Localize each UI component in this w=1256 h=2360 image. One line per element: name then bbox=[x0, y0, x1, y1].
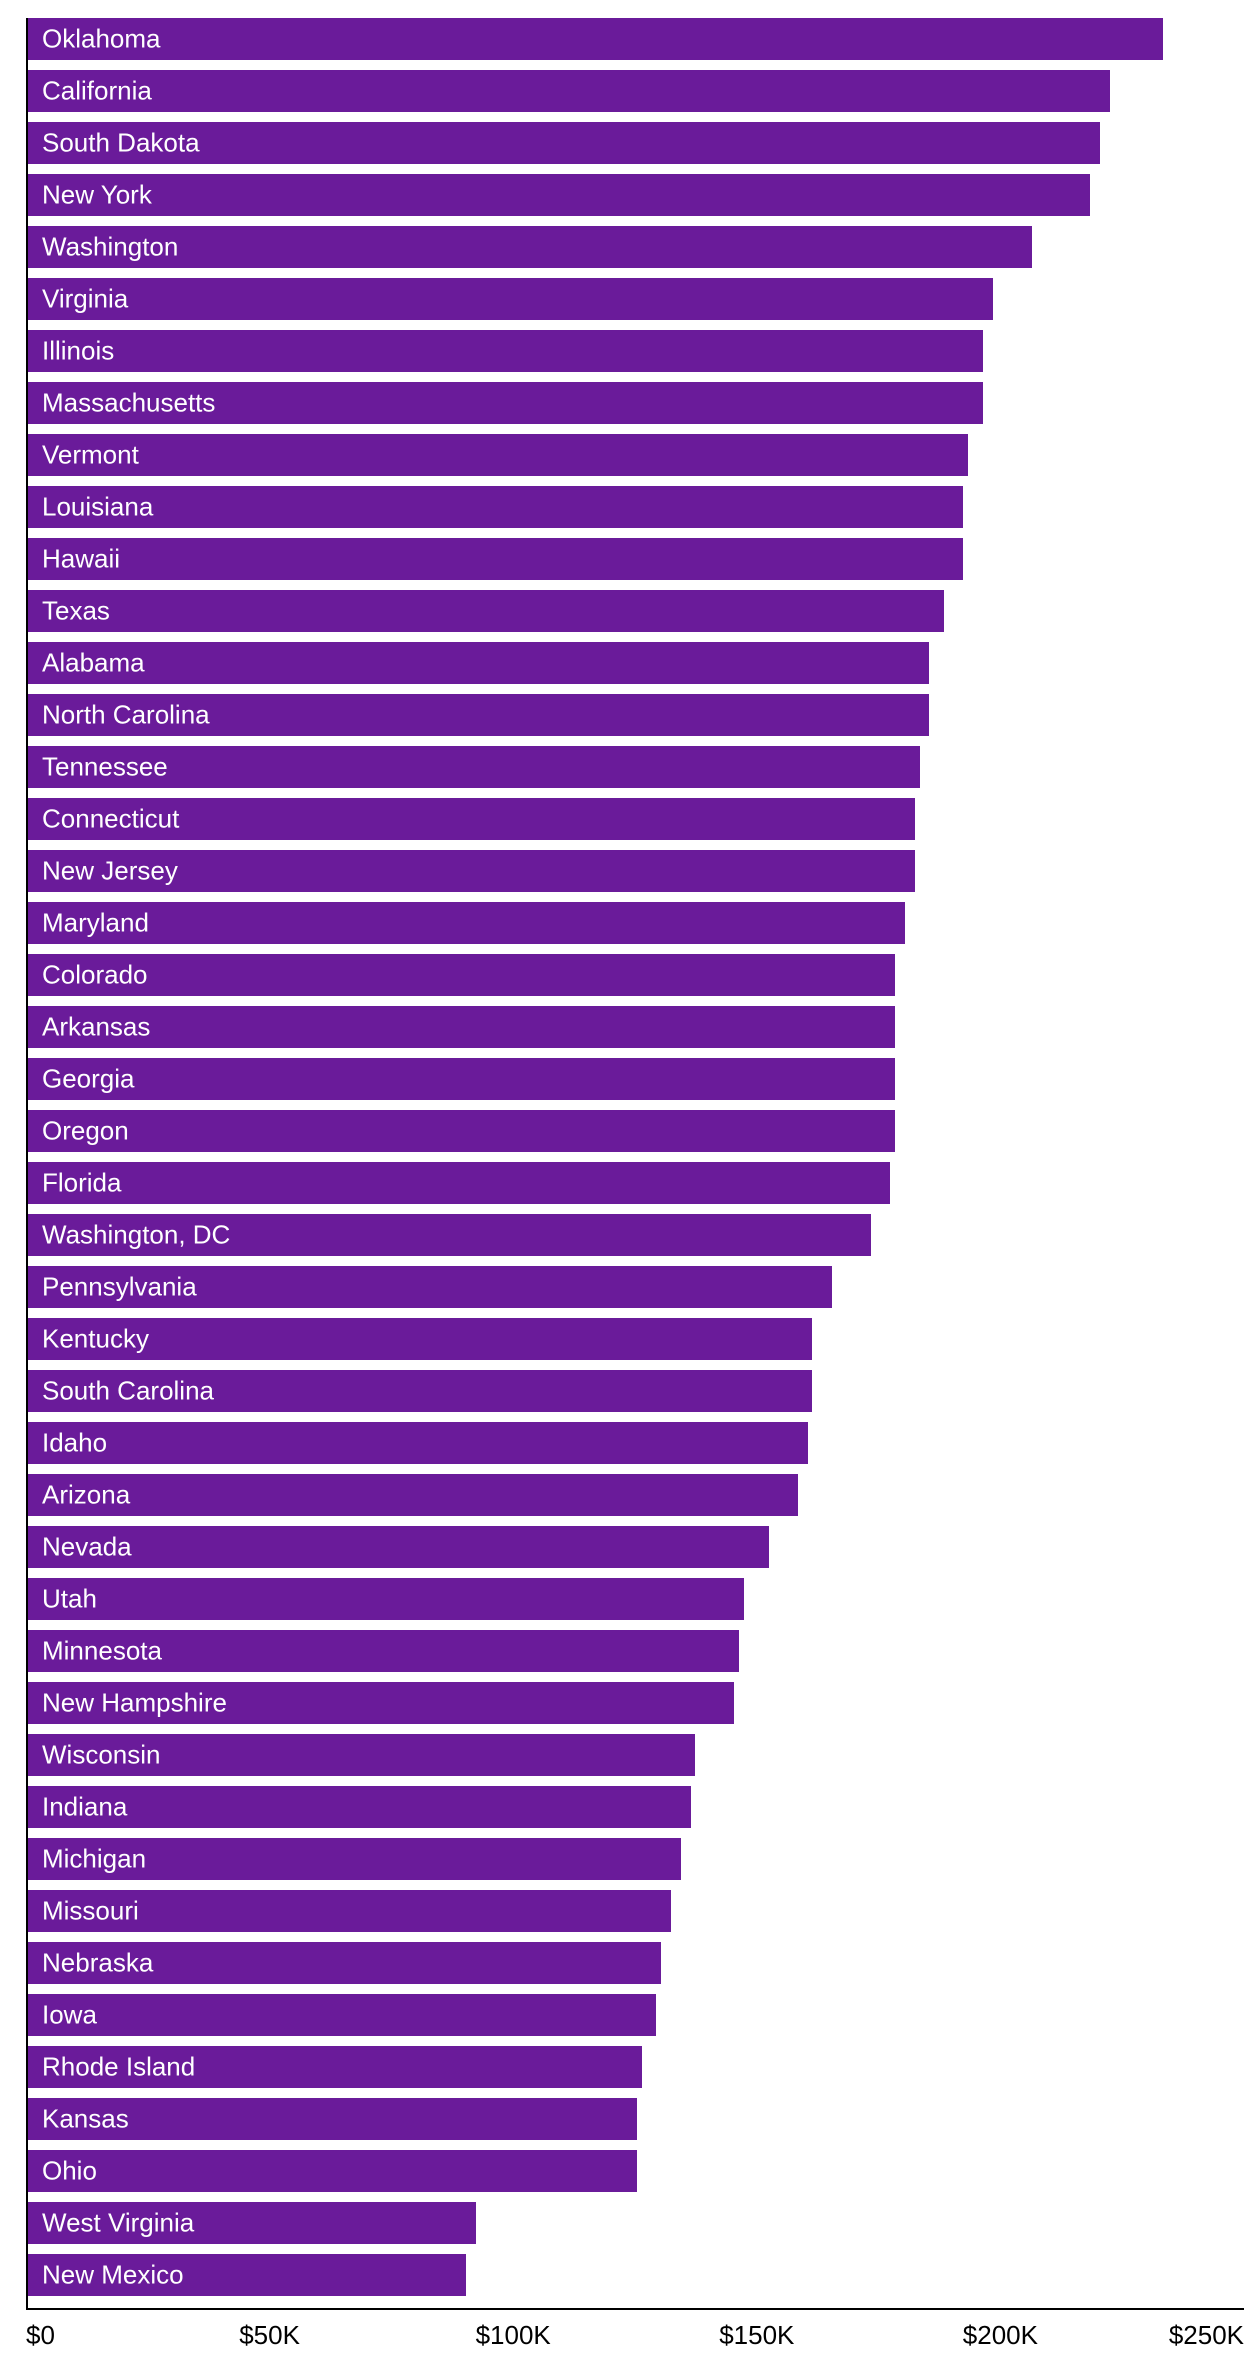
bar-row: California bbox=[28, 70, 1110, 112]
bar-label: Kentucky bbox=[42, 1324, 149, 1355]
bar-label: Nebraska bbox=[42, 1948, 153, 1979]
bar-row: New Hampshire bbox=[28, 1682, 734, 1724]
bar-row: Georgia bbox=[28, 1058, 895, 1100]
bar-label: Illinois bbox=[42, 336, 114, 367]
bar-label: Nevada bbox=[42, 1532, 132, 1563]
bar-row: Kentucky bbox=[28, 1318, 812, 1360]
bar-label: Wisconsin bbox=[42, 1740, 160, 1771]
bar-row: Maryland bbox=[28, 902, 905, 944]
bar-row: West Virginia bbox=[28, 2202, 476, 2244]
bar-row: Nevada bbox=[28, 1526, 769, 1568]
x-axis-tick-label: $250K bbox=[1169, 2320, 1244, 2351]
bar-label: Washington bbox=[42, 232, 178, 263]
bar-row: Pennsylvania bbox=[28, 1266, 832, 1308]
bar-row: Arizona bbox=[28, 1474, 798, 1516]
bar-row: Missouri bbox=[28, 1890, 671, 1932]
bar-label: Florida bbox=[42, 1168, 121, 1199]
bar-row: Arkansas bbox=[28, 1006, 895, 1048]
bar-row: Idaho bbox=[28, 1422, 808, 1464]
bar-label: Hawaii bbox=[42, 544, 120, 575]
bar-label: North Carolina bbox=[42, 700, 210, 731]
bar-label: Ohio bbox=[42, 2156, 97, 2187]
x-axis-tick-label: $50K bbox=[239, 2320, 300, 2351]
bar-label: West Virginia bbox=[42, 2208, 194, 2239]
bar-row: Louisiana bbox=[28, 486, 963, 528]
bar-label: Utah bbox=[42, 1584, 97, 1615]
bar-label: Arkansas bbox=[42, 1012, 150, 1043]
x-axis-tick-label: $100K bbox=[476, 2320, 551, 2351]
bar-row: Colorado bbox=[28, 954, 895, 996]
bar-label: Pennsylvania bbox=[42, 1272, 197, 1303]
bar-label: Idaho bbox=[42, 1428, 107, 1459]
bar-label: Texas bbox=[42, 596, 110, 627]
bar-label: California bbox=[42, 76, 152, 107]
bar-row: New Jersey bbox=[28, 850, 915, 892]
bar-row: Connecticut bbox=[28, 798, 915, 840]
horizontal-bar-chart: Oklahoma California South Dakota New York Wa… bbox=[0, 0, 1256, 2360]
bar-row: Minnesota bbox=[28, 1630, 739, 1672]
bar-row: Iowa bbox=[28, 1994, 656, 2036]
bar-label: Oklahoma bbox=[42, 24, 161, 55]
bar-label: Iowa bbox=[42, 2000, 97, 2031]
bar-label: Maryland bbox=[42, 908, 149, 939]
bar-row: Wisconsin bbox=[28, 1734, 695, 1776]
bar-label: Connecticut bbox=[42, 804, 179, 835]
bar-label: New Jersey bbox=[42, 856, 178, 887]
bar-label: Vermont bbox=[42, 440, 139, 471]
bar-label: Virginia bbox=[42, 284, 128, 315]
bar-label: Indiana bbox=[42, 1792, 127, 1823]
bar-row: Washington bbox=[28, 226, 1032, 268]
bar-label: Kansas bbox=[42, 2104, 129, 2135]
bar-label: Washington, DC bbox=[42, 1220, 230, 1251]
bar-row: New York bbox=[28, 174, 1090, 216]
bar-label: Colorado bbox=[42, 960, 148, 991]
bar-row: Michigan bbox=[28, 1838, 681, 1880]
bar-label: Minnesota bbox=[42, 1636, 162, 1667]
x-axis-tick-label: $200K bbox=[963, 2320, 1038, 2351]
bar-label: Oregon bbox=[42, 1116, 129, 1147]
bar-label: Michigan bbox=[42, 1844, 146, 1875]
bar-row: Oregon bbox=[28, 1110, 895, 1152]
bar-row: Massachusetts bbox=[28, 382, 983, 424]
bar-row: Illinois bbox=[28, 330, 983, 372]
bar-row: Hawaii bbox=[28, 538, 963, 580]
bar-row: Oklahoma bbox=[28, 18, 1163, 60]
x-axis-tick-label: $150K bbox=[719, 2320, 794, 2351]
bar-label: Alabama bbox=[42, 648, 145, 679]
bar-label: South Dakota bbox=[42, 128, 200, 159]
bar-row: North Carolina bbox=[28, 694, 929, 736]
bar-row: Washington, DC bbox=[28, 1214, 871, 1256]
bar-row: Vermont bbox=[28, 434, 968, 476]
bar-row: Utah bbox=[28, 1578, 744, 1620]
bar-row: Tennessee bbox=[28, 746, 920, 788]
bar-label: Georgia bbox=[42, 1064, 135, 1095]
bar-label: New Mexico bbox=[42, 2260, 184, 2291]
bar-label: Rhode Island bbox=[42, 2052, 195, 2083]
bar-label: Missouri bbox=[42, 1896, 139, 1927]
bar-row: Ohio bbox=[28, 2150, 637, 2192]
bar-row: Texas bbox=[28, 590, 944, 632]
bar-row: South Carolina bbox=[28, 1370, 812, 1412]
x-axis-tick-label: $0 bbox=[26, 2320, 55, 2351]
bar-label: Louisiana bbox=[42, 492, 153, 523]
bar-label: New Hampshire bbox=[42, 1688, 227, 1719]
bar-label: Massachusetts bbox=[42, 388, 215, 419]
bar-row: Virginia bbox=[28, 278, 993, 320]
plot-area: Oklahoma California South Dakota New York Wa… bbox=[26, 18, 1244, 2310]
bar-row: Alabama bbox=[28, 642, 929, 684]
bar-row: Florida bbox=[28, 1162, 890, 1204]
bar-label: New York bbox=[42, 180, 152, 211]
bar-row: Indiana bbox=[28, 1786, 691, 1828]
bar-row: South Dakota bbox=[28, 122, 1100, 164]
bar-row: Nebraska bbox=[28, 1942, 661, 1984]
bar-row: Kansas bbox=[28, 2098, 637, 2140]
bar-label: Tennessee bbox=[42, 752, 168, 783]
bar-row: Rhode Island bbox=[28, 2046, 642, 2088]
bar-label: Arizona bbox=[42, 1480, 130, 1511]
bar-row: New Mexico bbox=[28, 2254, 466, 2296]
bar-label: South Carolina bbox=[42, 1376, 214, 1407]
